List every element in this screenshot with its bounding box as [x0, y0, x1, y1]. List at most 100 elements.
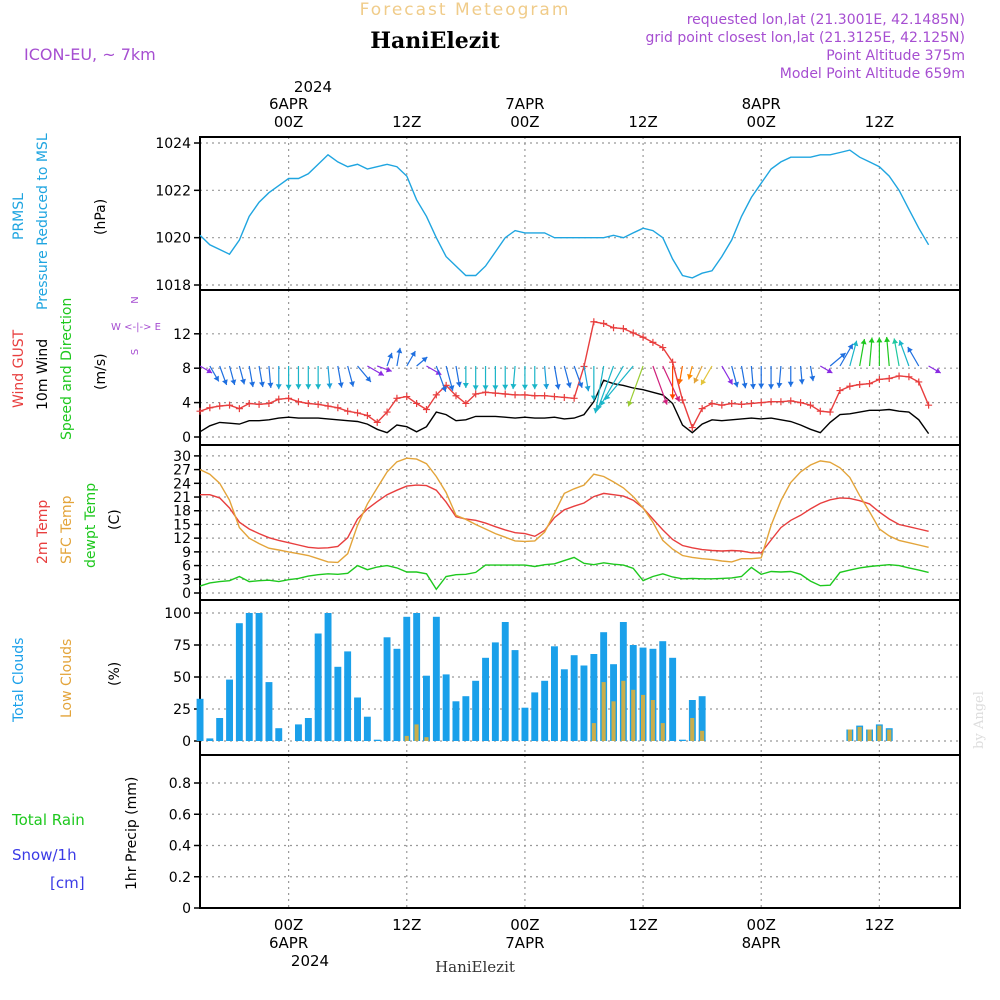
total-cloud-bar — [570, 655, 578, 741]
gust-point — [895, 372, 903, 380]
top-date-label: 6APR — [269, 95, 308, 113]
compass-s: S — [130, 349, 141, 355]
gust-point — [354, 409, 362, 417]
wind-arrow — [798, 365, 805, 385]
wind-arrow — [768, 366, 775, 390]
total-cloud-bar — [383, 637, 391, 741]
total-cloud-bar — [196, 698, 204, 741]
wind-arrow — [809, 365, 816, 382]
wind-arrow — [787, 366, 794, 387]
gust-point — [324, 402, 332, 410]
wind-arrow — [884, 336, 891, 367]
gust-point — [255, 400, 263, 408]
wind-arrow — [367, 365, 385, 377]
y-tick-label: 21 — [173, 490, 191, 506]
wind-arrow — [776, 365, 783, 388]
total-cloud-bar — [245, 613, 253, 741]
temp-unit: (C) — [107, 509, 123, 530]
gust-point — [285, 394, 293, 402]
total-cloud-bar — [482, 657, 489, 741]
wind-arrow — [819, 365, 833, 374]
wind-arrow — [599, 365, 624, 407]
snow-label: Snow/1h — [12, 846, 77, 864]
wind-arrow — [521, 366, 528, 390]
wind-arrow — [492, 366, 499, 391]
model-name: ICON-EU, ~ 7km — [24, 45, 156, 64]
station-name: HaniElezit — [370, 28, 500, 54]
total-cloud-bar — [304, 718, 312, 741]
total-cloud-bar — [531, 692, 539, 741]
wind-arrow — [416, 356, 428, 367]
gust-point — [806, 401, 814, 409]
wind-arrow — [295, 366, 302, 390]
gust-point — [265, 399, 273, 407]
gust-point — [698, 405, 706, 413]
total-cloud-bar — [491, 642, 499, 741]
total-cloud-bar — [551, 646, 558, 741]
total-cloud-bar — [669, 657, 677, 741]
top-hour-label: 00Z — [274, 113, 303, 131]
total-cloud-bar — [462, 696, 470, 741]
y-tick-label: 6 — [182, 559, 191, 575]
total-cloud-bar — [649, 648, 657, 741]
wind-arrow — [721, 365, 734, 385]
y-tick-label: 3 — [182, 572, 191, 588]
y-tick-label: 15 — [173, 517, 191, 533]
gust-point — [373, 418, 381, 426]
dewpt-label: dewpt Temp — [83, 483, 99, 568]
total-cloud-bar — [413, 613, 421, 741]
gust-point — [452, 392, 460, 400]
gust-point — [560, 393, 568, 401]
total-clouds-label: Total Clouds — [11, 638, 27, 723]
panel-wind: 0 4 8 12 — [173, 289, 961, 446]
gust-point — [216, 402, 224, 410]
pressure-label-prmsl: PRMSL — [11, 193, 27, 240]
gust-point — [245, 399, 253, 407]
wind-arrow — [445, 365, 455, 391]
low-cloud-bar — [424, 737, 429, 741]
y-tick-label: 0.6 — [169, 807, 191, 823]
gust-point — [383, 408, 391, 416]
y-tick-label: 1018 — [155, 278, 191, 294]
gust-point — [472, 390, 480, 398]
total-cloud-bar — [226, 679, 233, 741]
gust-point — [600, 319, 608, 327]
total-cloud-bar — [255, 613, 263, 741]
low-cloud-bar — [690, 718, 695, 741]
top-date-label: 7APR — [505, 95, 544, 113]
gust-point — [629, 329, 637, 337]
total-cloud-bar — [423, 675, 430, 741]
gust-point — [413, 399, 421, 407]
gust-point — [226, 401, 234, 409]
gust-point — [718, 401, 726, 409]
wind-arrow — [472, 366, 479, 391]
meteogram-title: Forecast Meteogram — [360, 0, 571, 20]
low-clouds-label: Low Clouds — [59, 639, 75, 718]
gust-point — [649, 338, 657, 346]
total-cloud-bar — [235, 623, 243, 741]
y-tick-label: 30 — [173, 449, 191, 465]
gust-point — [875, 375, 883, 383]
y-tick-label: 1024 — [155, 136, 191, 152]
clouds-unit: (%) — [107, 662, 123, 686]
bottom-hour-label: 00Z — [510, 916, 539, 934]
low-cloud-bar — [611, 701, 616, 741]
watermark: by Angel — [972, 691, 987, 749]
low-cloud-bar — [650, 700, 655, 741]
gust-point — [462, 399, 470, 407]
low-cloud-bar — [660, 723, 665, 741]
wind-arrow — [386, 352, 393, 367]
wind-arrow — [928, 365, 942, 374]
bottom-hour-label: 12Z — [865, 916, 894, 934]
total-cloud-bar — [295, 724, 302, 741]
gust-point — [728, 399, 736, 407]
total-cloud-bar — [344, 651, 352, 741]
wind-arrow — [238, 365, 246, 385]
wind-arrow — [898, 340, 910, 367]
wind-arrow — [839, 343, 854, 367]
wind-arrow — [462, 366, 469, 388]
gust-point — [816, 407, 824, 415]
wind-arrow — [482, 366, 489, 391]
